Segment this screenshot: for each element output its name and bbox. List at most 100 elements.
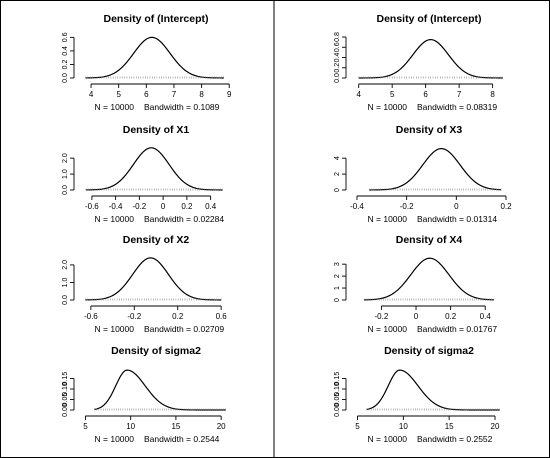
y-tick-label: 0.15 bbox=[62, 372, 69, 386]
bandwidth-label: Bandwidth = 0.08319 bbox=[417, 102, 497, 112]
x-tick-label: 15 bbox=[445, 422, 454, 431]
x-tick-label: 5 bbox=[390, 90, 395, 99]
rug-marks bbox=[85, 188, 223, 191]
density-panel: Density of sigma2 5 10 15 20 0.000.050.100.15… bbox=[334, 345, 500, 444]
x-tick-label: 10 bbox=[399, 422, 408, 431]
y-tick-label: 2.0 bbox=[62, 260, 69, 270]
y-tick-label: 4 bbox=[334, 156, 341, 160]
y-tick-label: 2 bbox=[334, 172, 341, 176]
density-panel: Density of (Intercept) 4 5 6 7 8 9 0.0 0.2 0.4 0.6… bbox=[62, 13, 232, 112]
x-tick-label: -0.4 bbox=[350, 202, 364, 211]
bandwidth-label: Bandwidth = 0.01314 bbox=[417, 214, 497, 224]
x-tick-label: -0.2 bbox=[375, 312, 389, 321]
panel-title: Density of X2 bbox=[123, 234, 190, 246]
sample-size-label: N = 10000 bbox=[368, 214, 408, 224]
x-tick-label: 9 bbox=[227, 90, 232, 99]
x-tick-label: 0.2 bbox=[500, 202, 512, 211]
y-tick-label: 0.0 bbox=[62, 185, 69, 195]
bandwidth-label: Bandwidth = 0.2552 bbox=[417, 434, 493, 444]
y-tick-label: 0.2 bbox=[62, 59, 69, 69]
y-tick-label: 0.0 bbox=[334, 73, 341, 83]
x-tick-label: 4 bbox=[89, 90, 94, 99]
x-tick-label: 0.6 bbox=[216, 312, 228, 321]
x-tick-label: 6 bbox=[144, 90, 149, 99]
x-tick-label: 0.2 bbox=[445, 312, 457, 321]
density-panel: Density of X4 -0.2 0 0.2 0.4 0 1 2 3 N = 10000 Ban… bbox=[334, 234, 497, 334]
x-tick-label: -0.2 bbox=[132, 202, 146, 211]
x-tick-label: 10 bbox=[126, 422, 135, 431]
x-tick-label: 20 bbox=[491, 422, 500, 431]
y-tick-label: 0.6 bbox=[334, 42, 341, 52]
density-panel: Density of X2 -0.6 -0.2 0.2 0.6 0.0 1.0 2.0 N = … bbox=[62, 234, 227, 334]
density-panel: Density of X1 -0.6 -0.4 -0.2 0 0.2 0.4 0.0 1.0 2.… bbox=[62, 124, 224, 224]
rug-marks bbox=[369, 188, 502, 191]
x-tick-label: 0 bbox=[454, 202, 459, 211]
x-tick-label: 0.4 bbox=[205, 202, 217, 211]
x-tick-label: 6 bbox=[423, 90, 428, 99]
y-tick-label: 0 bbox=[334, 298, 341, 302]
rug-marks bbox=[85, 76, 224, 79]
rug-marks bbox=[366, 408, 500, 411]
x-tick-label: -0.6 bbox=[84, 312, 98, 321]
panel-title: Density of sigma2 bbox=[111, 345, 201, 357]
bandwidth-label: Bandwidth = 0.1089 bbox=[144, 102, 220, 112]
density-curve bbox=[358, 38, 503, 79]
bandwidth-label: Bandwidth = 0.02709 bbox=[144, 324, 224, 334]
y-tick-label: 0.05 bbox=[62, 393, 69, 407]
y-tick-label: 0.0 bbox=[62, 73, 69, 83]
y-tick-label: 0.2 bbox=[334, 63, 341, 73]
sample-size-label: N = 10000 bbox=[95, 214, 135, 224]
sample-size-label: N = 10000 bbox=[95, 324, 135, 334]
x-tick-label: 7 bbox=[172, 90, 177, 99]
x-tick-label: 15 bbox=[171, 422, 180, 431]
x-tick-label: 5 bbox=[116, 90, 121, 99]
y-tick-label: 0.4 bbox=[62, 46, 69, 56]
density-panel: Density of X3 -0.4 -0.2 0 0.2 0 2 4 N = 10000 Ban… bbox=[334, 124, 512, 224]
y-tick-label: 2.0 bbox=[62, 153, 69, 163]
sample-size-label: N = 10000 bbox=[368, 434, 408, 444]
bandwidth-label: Bandwidth = 0.2544 bbox=[144, 434, 220, 444]
x-tick-label: 0.4 bbox=[480, 312, 492, 321]
rug-marks bbox=[85, 298, 222, 301]
density-curve bbox=[94, 369, 226, 411]
x-tick-label: 20 bbox=[217, 422, 226, 431]
rug-marks bbox=[358, 76, 503, 79]
x-tick-label: -0.4 bbox=[109, 202, 123, 211]
x-tick-label: 0.2 bbox=[172, 312, 184, 321]
panel-title: Density of sigma2 bbox=[384, 345, 474, 357]
density-curve bbox=[85, 36, 224, 79]
y-tick-label: 0.4 bbox=[334, 53, 341, 63]
bandwidth-label: Bandwidth = 0.02284 bbox=[144, 214, 224, 224]
density-panel: Density of sigma2 5 10 15 20 0.000.050.100.15… bbox=[62, 345, 226, 444]
density-curve bbox=[364, 257, 494, 301]
y-tick-label: 0.8 bbox=[334, 32, 341, 42]
y-tick-label: 0 bbox=[334, 188, 341, 192]
density-curve bbox=[369, 147, 502, 191]
sample-size-label: N = 10000 bbox=[95, 434, 135, 444]
y-tick-label: 0.00 bbox=[62, 403, 69, 417]
y-tick-label: 0.05 bbox=[334, 393, 341, 407]
bandwidth-label: Bandwidth = 0.01767 bbox=[417, 324, 497, 334]
y-tick-label: 0.00 bbox=[334, 403, 341, 417]
rug-marks bbox=[94, 408, 226, 411]
x-tick-label: 8 bbox=[199, 90, 204, 99]
y-tick-label: 0.10 bbox=[334, 382, 341, 396]
y-tick-label: 0.10 bbox=[62, 382, 69, 396]
x-tick-label: 0.2 bbox=[181, 202, 193, 211]
x-tick-label: 0 bbox=[161, 202, 166, 211]
density-curve bbox=[366, 369, 500, 411]
x-tick-label: -0.2 bbox=[400, 202, 414, 211]
y-tick-label: 0.15 bbox=[334, 372, 341, 386]
y-tick-label: 1.0 bbox=[62, 169, 69, 179]
sample-size-label: N = 10000 bbox=[368, 324, 408, 334]
x-tick-label: 5 bbox=[355, 422, 360, 431]
x-tick-label: 7 bbox=[457, 90, 462, 99]
y-tick-label: 0.6 bbox=[62, 32, 69, 42]
panel-title: Density of X3 bbox=[396, 124, 463, 136]
x-tick-label: -0.6 bbox=[85, 202, 99, 211]
y-tick-label: 1 bbox=[334, 286, 341, 290]
x-tick-label: 0 bbox=[414, 312, 419, 321]
panel-title: Density of (Intercept) bbox=[376, 13, 481, 25]
density-curve bbox=[85, 147, 223, 191]
